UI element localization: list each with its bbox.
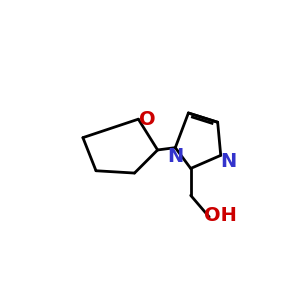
Text: OH: OH xyxy=(203,206,236,225)
Text: N: N xyxy=(167,147,183,167)
Text: N: N xyxy=(220,152,237,171)
Text: O: O xyxy=(139,110,156,129)
